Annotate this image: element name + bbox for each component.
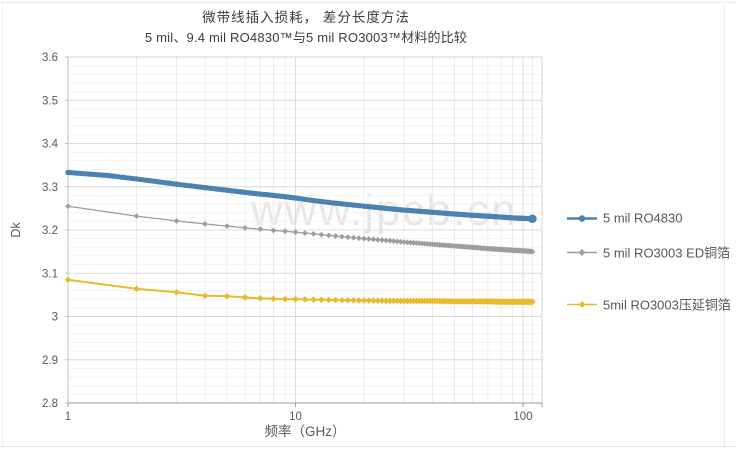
right-border-line xyxy=(724,4,725,448)
legend-label-ro3003-ed: 5 mil RO3003 ED铜箔 xyxy=(603,245,731,261)
gridlines-minor xyxy=(68,57,542,403)
chart-title-block: 微带线插入损耗， 差分长度方法 5 mil、9.4 mil RO4830™与5 … xyxy=(0,9,612,47)
chart-subtitle: 5 mil、9.4 mil RO4830™与5 mil RO3003™材料的比较 xyxy=(144,30,468,45)
x-axis-title: 频率（GHz） xyxy=(265,423,346,439)
axes xyxy=(65,56,543,407)
y-tick-label: 3.1 xyxy=(42,268,58,280)
y-tick-label: 3 xyxy=(52,312,58,324)
series-2 xyxy=(64,276,536,306)
x-tick-label: 100 xyxy=(513,411,532,423)
x-tick-label: 10 xyxy=(289,411,302,423)
legend-item-ro3003-rolled: 5mil RO3003压延铜箔 xyxy=(565,295,731,314)
legend-marker-diamond-icon xyxy=(567,300,597,308)
x-tick-label: 1 xyxy=(65,411,71,423)
y-tick-label: 3.5 xyxy=(42,95,58,107)
legend-item-ro3003-ed: 5 mil RO3003 ED铜箔 xyxy=(565,243,730,262)
legend-label-ro3003-rolled: 5mil RO3003压延铜箔 xyxy=(603,297,731,313)
top-border-line xyxy=(0,2,736,3)
bottom-border-line xyxy=(0,446,736,447)
legend: 5 mil RO4830 5 mil RO3003 ED铜箔 5mil RO30… xyxy=(565,0,735,460)
legend-marker-diamond-icon xyxy=(567,248,597,256)
series-1 xyxy=(65,203,536,255)
y-tick-label: 3.4 xyxy=(42,139,59,151)
y-tick-label: 3.3 xyxy=(42,182,58,194)
y-tick-label: 3.2 xyxy=(42,225,58,237)
left-border-line xyxy=(2,4,3,448)
legend-marker-circle-icon xyxy=(567,214,597,222)
y-axis-title: Dk xyxy=(9,222,23,238)
legend-item-ro4830: 5 mil RO4830 xyxy=(565,211,682,226)
series-0 xyxy=(65,169,537,224)
y-tick-label: 2.8 xyxy=(42,398,58,410)
y-tick-label: 2.9 xyxy=(42,355,58,367)
legend-label-ro4830: 5 mil RO4830 xyxy=(603,210,683,226)
chart-title: 微带线插入损耗， 差分长度方法 xyxy=(202,10,410,25)
axis-labels: 3.6 3.5 3.4 3.3 3.2 3.1 3 2.9 2.8 1 10 100 Dk 频率（GHz） xyxy=(9,52,533,439)
y-tick-label: 3.6 xyxy=(42,52,58,64)
